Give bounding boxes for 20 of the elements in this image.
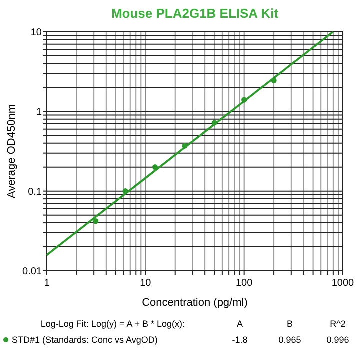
y-tick-label: 0.01 [22,266,42,278]
y-tick-label: 1 [36,107,42,118]
x-tick-label: 1000 [332,278,355,289]
text: B [286,319,294,329]
x-tick-label: 100 [236,278,254,289]
text: Log-Log Fit: Log(y) = A + B * Log(x): [40,319,185,329]
x-axis-title: Concentration (pg/ml) [142,297,248,309]
y-axis-title: Average OD450nm [6,104,18,198]
text: R^2 [330,319,346,329]
y-tick-label: 10 [30,28,42,38]
legend-label: STD#1 (Standards: Conc vs AvgOD) [12,335,158,345]
x-tick-label: 10 [140,278,152,289]
chart-title: Mouse PLA2G1B ELISA Kit [111,6,280,21]
text: 0.996 [326,335,350,345]
point [93,218,99,224]
text: A [236,319,244,329]
text: 0.965 [278,335,302,345]
text: -1.8 [232,335,248,345]
y-tick-label: 0.1 [28,186,42,198]
x-tick-label: 1 [44,278,50,289]
